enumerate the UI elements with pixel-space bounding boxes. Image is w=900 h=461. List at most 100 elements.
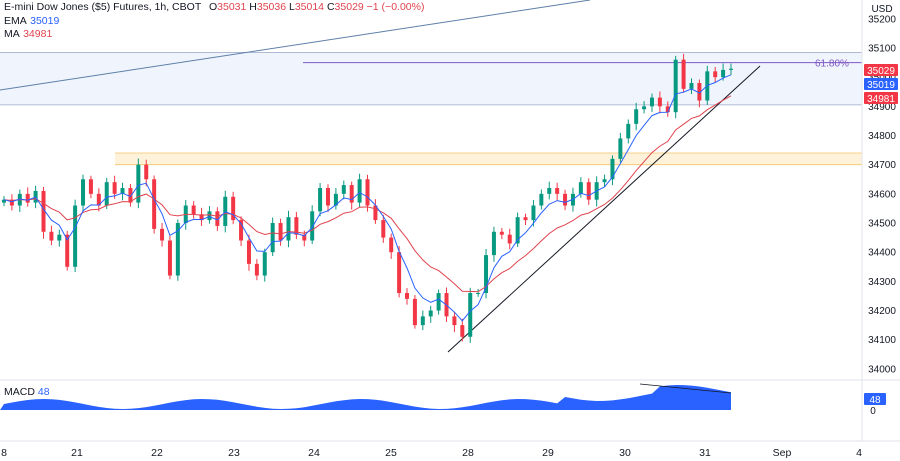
candle-body	[73, 205, 78, 267]
candle-body	[286, 217, 291, 241]
candle-body	[405, 293, 410, 299]
candle-body	[175, 223, 180, 276]
time-tick: Sep	[773, 447, 792, 459]
symbol-title: E-mini Dow Jones ($5) Futures, 1h, CBOT	[4, 1, 202, 13]
candle-body	[618, 138, 623, 159]
price-badge	[864, 64, 898, 76]
price-badge	[864, 92, 898, 104]
time-tick: 8	[1, 447, 7, 459]
candle-body	[586, 182, 591, 200]
candle-body	[389, 237, 394, 253]
candle-body	[246, 240, 251, 264]
candle-body	[152, 179, 157, 229]
ma-row: MA 34981	[4, 28, 424, 42]
candle-body	[333, 193, 338, 206]
candle-body	[9, 199, 14, 206]
candle-body	[626, 123, 631, 139]
candle-body	[215, 211, 220, 226]
time-tick: 29	[542, 447, 554, 459]
candle-body	[412, 298, 417, 326]
candle-body	[2, 199, 6, 203]
macd-label: MACD	[4, 386, 35, 398]
candle-body	[278, 223, 283, 241]
candle-body	[515, 217, 520, 244]
candle-body	[484, 255, 489, 294]
time-tick: 24	[308, 447, 320, 459]
candle-body	[578, 182, 583, 194]
candle-body	[207, 211, 212, 221]
candle-body	[310, 211, 315, 241]
candle-body	[199, 214, 204, 221]
price-tick: 34900	[868, 102, 896, 113]
change-value: −1 (−0.00%)	[366, 1, 425, 13]
candle-body	[318, 188, 323, 212]
candle-body	[302, 234, 307, 241]
low-label: L	[288, 1, 295, 13]
time-tick: 22	[151, 447, 163, 459]
candle-body	[420, 316, 425, 326]
ma-line	[3, 95, 732, 293]
candle-body	[657, 97, 662, 107]
price-axis[interactable]: USD3520035100350003490034800347003460034…	[861, 0, 898, 441]
candle-body	[531, 205, 536, 221]
candle-body	[25, 193, 30, 203]
open-label: O	[208, 1, 218, 13]
candle-body	[160, 228, 165, 241]
candle-body	[341, 185, 346, 194]
candle-body	[65, 234, 70, 267]
candle-body	[49, 231, 54, 241]
price-badge-label: 35019	[867, 80, 895, 91]
candle-body	[563, 193, 568, 206]
candle-body	[602, 179, 607, 183]
price-tick: 34700	[868, 160, 896, 171]
candle-body	[397, 252, 402, 294]
high-value: 35036	[256, 1, 287, 13]
price-tick: 34200	[868, 306, 896, 317]
candle-body	[452, 316, 457, 326]
candle-body	[673, 59, 678, 113]
candle-body	[460, 325, 465, 337]
time-tick: 23	[228, 447, 240, 459]
support-trendline	[447, 65, 761, 353]
candle-body	[381, 220, 386, 238]
candle-body	[721, 69, 726, 78]
candle-body	[547, 188, 552, 194]
time-axis[interactable]: 8 21 22 23 24 25 28 29 30 31 Sep 4	[0, 440, 900, 459]
time-tick: 30	[619, 447, 631, 459]
close-label: C	[326, 1, 335, 13]
low-value: 35014	[294, 1, 325, 13]
candle-body	[104, 182, 109, 206]
candle-body	[665, 106, 670, 113]
ma-value: 34981	[23, 28, 53, 40]
candle-body	[491, 231, 496, 256]
candle-body	[365, 179, 370, 206]
price-tick: 34000	[868, 364, 896, 375]
candle-body	[642, 106, 647, 110]
candle-body	[649, 97, 654, 107]
candle-body	[81, 179, 86, 206]
candle-body	[112, 182, 117, 194]
candle-body	[41, 190, 46, 232]
price-badge	[864, 78, 898, 90]
candle-body	[428, 310, 433, 317]
candle-body	[697, 83, 702, 101]
candle-body	[325, 188, 330, 206]
candle-body	[231, 196, 236, 221]
ma-label: MA	[4, 28, 20, 40]
macd-zero-label: 0	[870, 406, 876, 417]
candle-body	[507, 234, 512, 244]
time-tick: 25	[385, 447, 397, 459]
price-badge-label: 34981	[867, 94, 895, 105]
price-tick: 34500	[868, 219, 896, 230]
candle-body	[476, 293, 481, 295]
candle-body	[681, 59, 686, 89]
candle-body	[96, 193, 101, 206]
macd-pane: 480	[0, 379, 900, 417]
time-tick: 21	[71, 447, 83, 459]
macd-axis-badge	[864, 393, 886, 405]
candle-body	[468, 293, 473, 337]
candle-body	[634, 109, 639, 124]
time-tick: 31	[699, 447, 711, 459]
candles	[2, 53, 733, 343]
